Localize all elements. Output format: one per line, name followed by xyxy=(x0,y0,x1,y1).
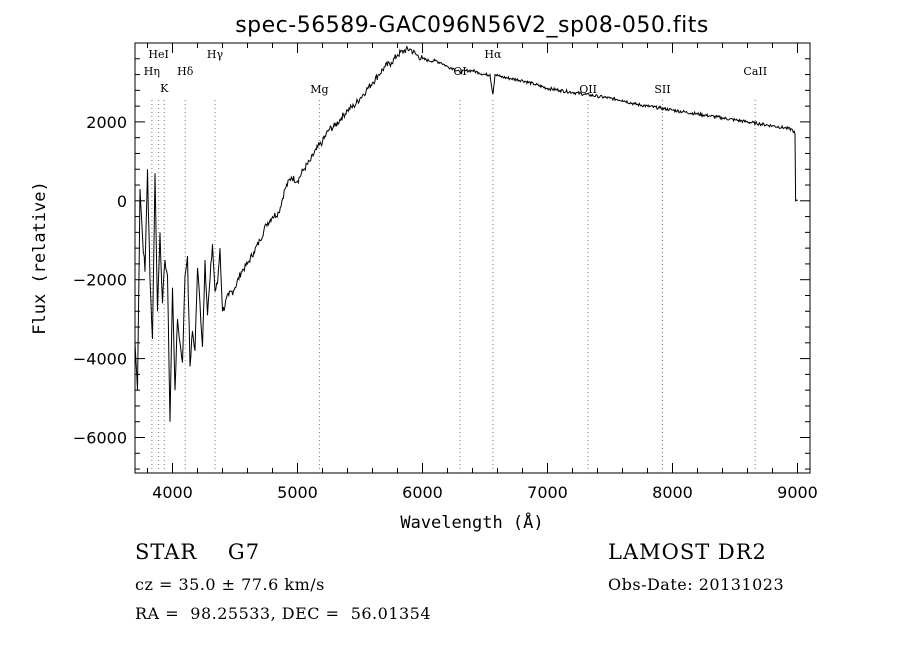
x-axis-label: Wavelength (Å) xyxy=(400,511,543,533)
x-tick-label: 6000 xyxy=(402,483,443,502)
x-tick-label: 9000 xyxy=(777,483,818,502)
y-tick-label: −2000 xyxy=(73,271,127,290)
spectral-line-label: SII xyxy=(654,83,670,96)
spectral-line-label: OII xyxy=(579,83,597,96)
y-tick-label: −6000 xyxy=(73,428,127,447)
spectral-line-label: Hγ xyxy=(207,48,224,61)
y-tick-label: −4000 xyxy=(73,350,127,369)
redshift-text: cz = 35.0 ± 77.6 km/s xyxy=(135,575,325,594)
survey-name: LAMOST DR2 xyxy=(608,540,767,564)
spectral-line-label: Hη xyxy=(144,65,160,78)
y-tick-label: 0 xyxy=(117,192,127,211)
y-tick-label: 2000 xyxy=(86,113,127,132)
x-tick-label: 5000 xyxy=(277,483,318,502)
spectral-line-label: Hα xyxy=(484,48,502,61)
spectral-line-label: Hδ xyxy=(177,65,194,78)
spectrum-series-line xyxy=(134,45,798,422)
spectral-line-label: Mg xyxy=(310,83,328,96)
spectral-line-label: HeI xyxy=(148,48,168,61)
x-tick-label: 4000 xyxy=(152,483,193,502)
plot-frame xyxy=(134,42,811,474)
spectral-line-label: K xyxy=(160,82,169,95)
coordinates: RA = 98.25533, DEC = 56.01354 xyxy=(135,604,432,623)
chart-title: spec-56589-GAC096N56V2_sp08-050.fits xyxy=(235,13,709,38)
y-axis-label: Flux (relative) xyxy=(30,181,50,335)
spectral-line-label: CaII xyxy=(743,65,767,78)
x-tick-label: 8000 xyxy=(652,483,693,502)
obs-date: Obs-Date: 20131023 xyxy=(608,575,785,594)
axis-ticks: 4000 5000 6000 7000 8000 9000 −6000 −4000 −2000 0… xyxy=(73,43,818,502)
x-tick-label: 7000 xyxy=(527,483,568,502)
object-class: STAR G7 xyxy=(135,540,261,564)
